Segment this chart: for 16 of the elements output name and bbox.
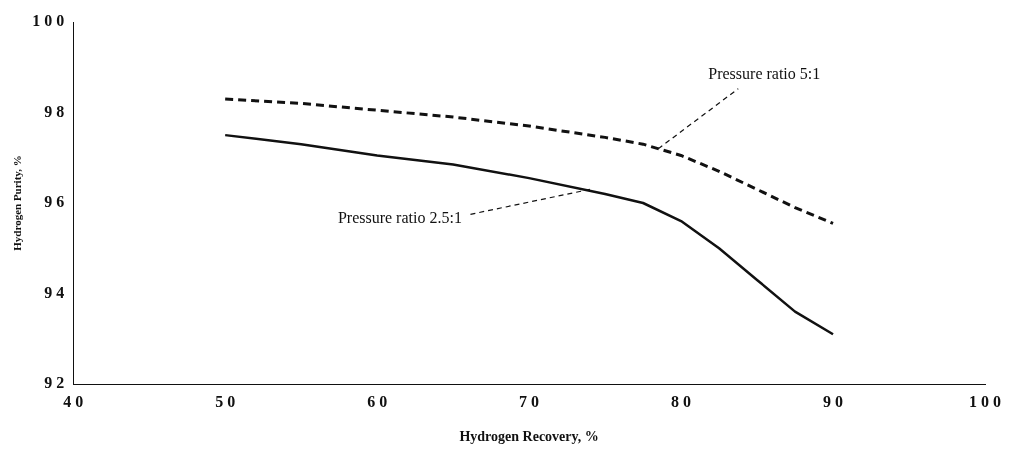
x-tick-label: 9 0 [823, 392, 844, 410]
x-axis-title: Hydrogen Recovery, % [459, 429, 599, 445]
y-tick-label: 9 8 [44, 102, 65, 120]
x-tick-label: 8 0 [671, 392, 692, 410]
y-tick-label: 1 0 0 [32, 12, 65, 30]
x-tick-label: 6 0 [367, 392, 388, 410]
x-tick-label: 7 0 [519, 392, 540, 410]
x-tick-label: 1 0 0 [969, 392, 1001, 410]
x-tick-label: 4 0 [63, 392, 84, 410]
y-tick-label: 9 6 [44, 193, 65, 211]
y-tick-label: 9 4 [44, 283, 65, 301]
y-axis-title: Hydrogen Purity, % [11, 155, 24, 251]
y-tick-label: 9 2 [44, 374, 65, 392]
annotation: Pressure ratio 2.5:1 [337, 208, 462, 226]
annotation: Pressure ratio 5:1 [708, 64, 821, 82]
x-tick-label: 5 0 [215, 392, 236, 410]
